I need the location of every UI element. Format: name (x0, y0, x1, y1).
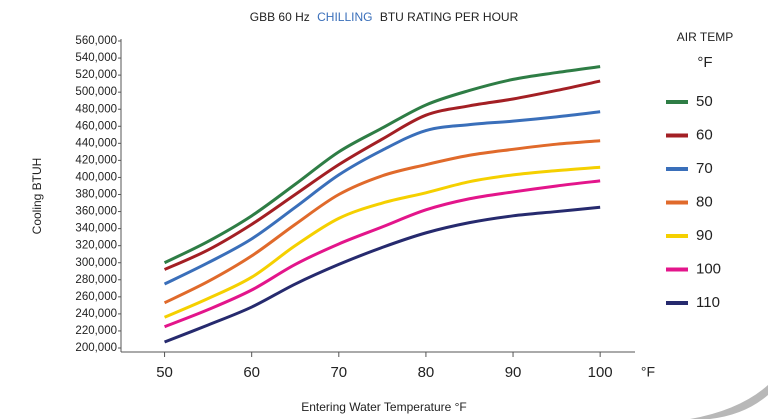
y-tick-label: 480,000 (75, 103, 117, 115)
y-tick-label: 540,000 (75, 52, 117, 64)
y-tick-label: 280,000 (75, 274, 117, 286)
series-line (164, 179, 601, 329)
y-axis-label: Cooling BTUH (30, 158, 44, 235)
y-tick-label: 440,000 (75, 137, 117, 149)
legend-label: 80 (696, 193, 713, 210)
y-tick-label: 360,000 (75, 206, 117, 218)
y-tick-label: 420,000 (75, 154, 117, 166)
y-tick-label: 220,000 (75, 325, 117, 337)
title-part: BTU RATING PER HOUR (380, 10, 519, 24)
series-line (163, 110, 601, 286)
y-tick-label: 260,000 (75, 291, 117, 303)
y-tick-label: 560,000 (75, 35, 117, 47)
x-tick-label: 70 (330, 364, 347, 381)
y-tick-label: 300,000 (75, 257, 117, 269)
x-tick-label: 90 (505, 364, 522, 381)
series-line (164, 205, 601, 344)
legend-label: 70 (696, 160, 713, 177)
legend-label: 50 (696, 93, 713, 110)
series-line (163, 139, 601, 305)
y-tick-label: 520,000 (75, 69, 117, 81)
x-tick-label: 80 (418, 364, 435, 381)
x-axis-label: Entering Water Temperature °F (301, 400, 467, 414)
series-line (163, 79, 601, 271)
legend-label: 110 (696, 294, 720, 311)
x-tick-label: 100 (588, 364, 613, 381)
chart-title: GBB 60 Hz CHILLING BTU RATING PER HOUR (250, 10, 519, 24)
decoration (690, 385, 768, 419)
legend-label: 90 (696, 227, 713, 244)
title-part: GBB 60 Hz (250, 10, 310, 24)
x-unit-label: °F (641, 364, 655, 380)
legend-title: °F (697, 54, 712, 71)
y-tick-label: 340,000 (75, 223, 117, 235)
y-tick-label: 200,000 (75, 342, 117, 354)
y-tick-label: 320,000 (75, 240, 117, 252)
y-tick-label: 240,000 (75, 308, 117, 320)
y-tick-label: 460,000 (75, 120, 117, 132)
y-tick-label: 400,000 (75, 171, 117, 183)
series-line (163, 65, 601, 265)
legend-label: 100 (696, 260, 721, 277)
legend-label: 60 (696, 126, 713, 143)
x-tick-label: 50 (156, 364, 173, 381)
y-tick-label: 380,000 (75, 189, 117, 201)
y-tick-label: 500,000 (75, 86, 117, 98)
series-line (163, 165, 601, 319)
title-highlight: CHILLING (317, 10, 372, 24)
x-tick-label: 60 (243, 364, 260, 381)
legend-title: AIR TEMP (677, 30, 733, 44)
